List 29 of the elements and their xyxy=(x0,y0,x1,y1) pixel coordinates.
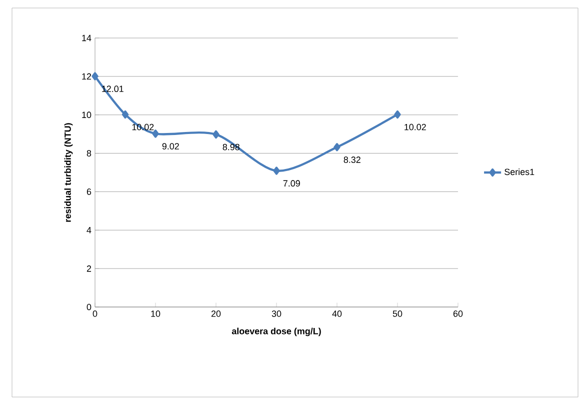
y-tick-label: 14 xyxy=(82,34,92,42)
x-tick-label: 60 xyxy=(453,310,463,317)
x-tick-label: 0 xyxy=(92,310,98,317)
x-axis-title: aloevera dose (mg/L) xyxy=(232,328,321,336)
data-label: 9.02 xyxy=(162,143,179,150)
point xyxy=(92,72,98,80)
point xyxy=(334,143,340,152)
point xyxy=(273,166,280,175)
y-tick-label: 12 xyxy=(82,73,92,80)
x-tick-label: 40 xyxy=(332,310,342,317)
point xyxy=(394,110,401,119)
data-label: 10.02 xyxy=(404,124,426,130)
point xyxy=(152,130,159,138)
y-tick-label: 0 xyxy=(86,304,92,310)
y-axis-title: residual turbidity (NTU) xyxy=(64,123,73,222)
point xyxy=(122,110,129,119)
x-tick-label: 50 xyxy=(392,310,402,317)
x-tick-label: 10 xyxy=(151,310,160,317)
y-tick-label: 8 xyxy=(86,150,92,156)
y-tick-label: 6 xyxy=(86,188,92,195)
point xyxy=(212,130,220,139)
data-label: 8.32 xyxy=(344,156,360,163)
y-tick-label: 10 xyxy=(82,112,92,118)
legend-label: Series1 xyxy=(504,168,534,176)
y-tick-label: 2 xyxy=(86,265,92,272)
y-tick-label: 4 xyxy=(86,227,92,234)
data-label: 7.09 xyxy=(283,180,300,187)
x-tick-label: 30 xyxy=(272,310,282,317)
x-tick-label: 20 xyxy=(211,310,221,317)
